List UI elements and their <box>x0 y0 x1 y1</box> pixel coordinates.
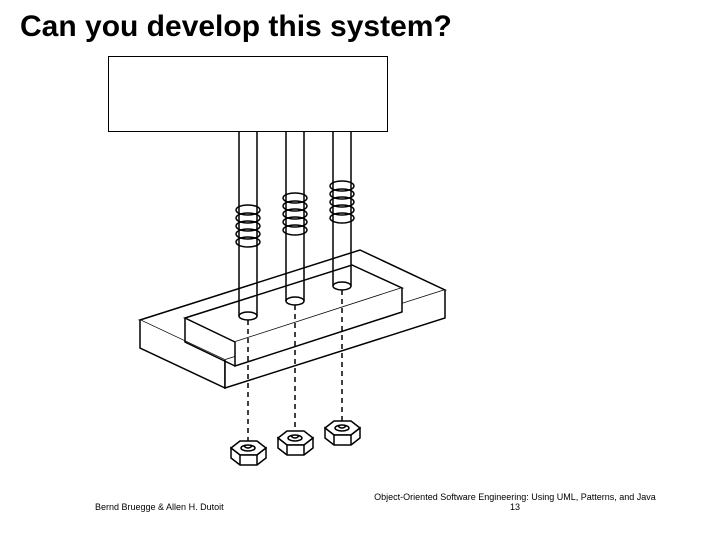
slide-title: Can you develop this system? <box>20 10 452 44</box>
nut-3 <box>325 421 360 445</box>
footer-booktitle: Object-Oriented Software Engineering: Us… <box>335 492 695 512</box>
slide: Can you develop this system? <box>0 0 720 540</box>
overlay-box <box>108 56 388 132</box>
nut-2 <box>278 431 313 455</box>
footer-authors: Bernd Bruegge & Allen H. Dutoit <box>95 502 224 512</box>
footer-page-number: 13 <box>510 502 520 512</box>
footer-book-line: Object-Oriented Software Engineering: Us… <box>374 492 656 502</box>
base-frame <box>140 250 445 388</box>
nut-1 <box>231 441 266 465</box>
